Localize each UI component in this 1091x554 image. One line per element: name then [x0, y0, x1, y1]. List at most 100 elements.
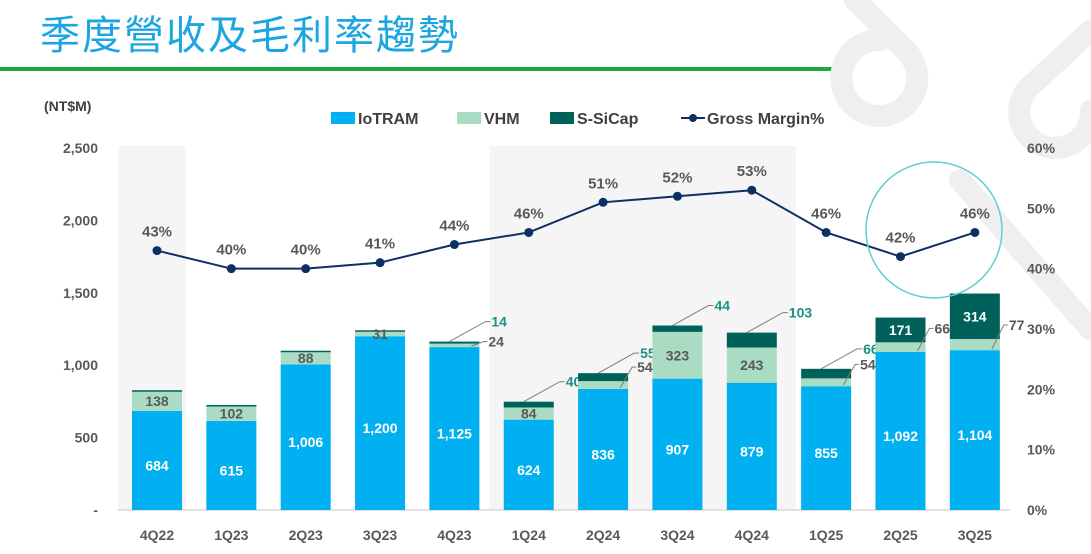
bar-ssicap	[726, 332, 777, 348]
bar-ssicap	[429, 341, 480, 344]
data-label-vhm: 54	[637, 359, 653, 375]
bar-ssicap	[503, 401, 554, 408]
left-axis-tick-label: 1,000	[63, 357, 98, 373]
gross-margin-point	[152, 246, 162, 256]
bar-vhm	[801, 378, 852, 387]
bar-ssicap	[875, 317, 926, 343]
data-label-iotram: 907	[666, 441, 690, 457]
highlight-circle	[865, 161, 1003, 299]
bar-iotram	[355, 336, 406, 510]
bar-vhm	[875, 342, 926, 352]
bar-iotram	[949, 350, 1000, 510]
x-axis-tick-label: 4Q24	[735, 527, 769, 543]
data-label-vhm: 77	[1009, 317, 1025, 333]
callout-leader-ssicap	[746, 312, 788, 334]
data-label-vhm: 88	[298, 350, 314, 366]
callout-leader-vhm	[842, 363, 860, 386]
bar-ssicap	[801, 368, 852, 379]
bar-iotram	[726, 382, 777, 510]
gross-margin-point	[970, 227, 980, 237]
callout-leader-ssicap	[820, 348, 863, 370]
watermark-shape-2	[1008, 19, 1091, 159]
data-label-vhm: 66	[935, 320, 951, 336]
bar-iotram	[875, 351, 926, 510]
x-axis-tick-label: 4Q22	[140, 527, 174, 543]
callout-leader-vhm	[917, 327, 934, 352]
legend-label-vhm: VHM	[484, 111, 520, 128]
gross-margin-point	[672, 191, 682, 201]
data-label-iotram: 615	[220, 462, 244, 478]
bar-iotram	[429, 347, 480, 510]
gross-margin-label: 40%	[216, 242, 246, 259]
gross-margin-label: 43%	[142, 224, 172, 241]
gross-margin-label: 44%	[439, 218, 469, 235]
right-axis-tick-label: 10%	[1027, 442, 1056, 458]
bar-iotram	[280, 364, 331, 510]
data-label-vhm: 102	[220, 406, 244, 422]
legend-swatch-vhm	[457, 112, 481, 124]
bar-vhm	[578, 381, 629, 389]
right-axis-tick-label: 50%	[1027, 200, 1056, 216]
gross-margin-label: 46%	[811, 205, 841, 222]
bar-vhm	[949, 338, 1000, 351]
bar-ssicap	[652, 325, 703, 332]
left-axis-tick-label: 2,500	[63, 140, 98, 156]
x-axis-tick-label: 1Q25	[809, 527, 843, 543]
data-label-iotram: 624	[517, 462, 541, 478]
gross-margin-label: 52%	[662, 169, 692, 186]
watermark-shape-1	[830, 0, 929, 127]
data-label-ssicap: 55	[640, 345, 656, 361]
bar-ssicap	[206, 405, 257, 407]
legend-label-gross-margin: Gross Margin%	[707, 111, 824, 128]
data-label-vhm: 24	[488, 334, 504, 350]
callout-leader-ssicap	[449, 321, 491, 343]
legend-swatch-ssicap	[550, 112, 574, 124]
data-label-iotram: 1,200	[363, 420, 398, 436]
x-axis-tick-label: 1Q23	[214, 527, 248, 543]
gross-margin-point	[821, 227, 831, 237]
page-title: 季度營收及毛利率趨勢	[40, 13, 460, 59]
left-axis-tick-label: 1,500	[63, 285, 98, 301]
bar-ssicap	[949, 293, 1000, 339]
data-label-iotram: 1,092	[883, 428, 918, 444]
x-axis-tick-label: 3Q25	[958, 527, 992, 543]
data-label-vhm: 54	[860, 356, 876, 372]
bar-ssicap	[132, 390, 182, 392]
bar-vhm	[652, 331, 703, 379]
callout-leader-vhm	[471, 341, 488, 347]
data-label-iotram: 684	[145, 457, 169, 473]
data-label-iotram: 1,104	[957, 427, 992, 443]
data-label-iotram: 879	[740, 443, 764, 459]
gross-margin-point	[449, 240, 459, 250]
bar-vhm	[503, 407, 554, 420]
bar-vhm	[206, 406, 257, 421]
bar-vhm	[355, 331, 406, 337]
watermark-shape-3	[949, 169, 1091, 341]
bar-iotram	[132, 410, 182, 510]
gross-margin-label: 40%	[291, 242, 321, 259]
data-label-ssicap: 44	[714, 298, 730, 314]
gross-margin-point	[301, 264, 311, 274]
right-axis-tick-label: 20%	[1027, 381, 1056, 397]
gross-margin-line	[156, 189, 976, 270]
gross-margin-point	[747, 185, 757, 195]
legend-label-iotram: IoTRAM	[358, 111, 418, 128]
gross-margin-label: 46%	[514, 205, 544, 222]
title-divider	[0, 67, 838, 71]
bar-ssicap	[280, 350, 331, 353]
x-axis-tick-label: 4Q23	[437, 527, 471, 543]
callout-leader-ssicap	[672, 305, 714, 326]
gross-margin-point	[375, 258, 385, 268]
bar-iotram	[503, 419, 554, 510]
gross-margin-point	[226, 264, 236, 274]
bar-iotram	[578, 388, 629, 510]
callout-leader-ssicap	[523, 381, 565, 403]
bar-ssicap	[578, 373, 629, 382]
legend-label-ssicap: S-SiCap	[577, 111, 639, 128]
data-label-vhm: 243	[740, 357, 764, 373]
data-label-vhm: 31	[372, 326, 388, 342]
left-axis-tick-label: 2,000	[63, 212, 98, 228]
bar-iotram	[801, 386, 852, 510]
data-label-iotram: 836	[591, 446, 615, 462]
